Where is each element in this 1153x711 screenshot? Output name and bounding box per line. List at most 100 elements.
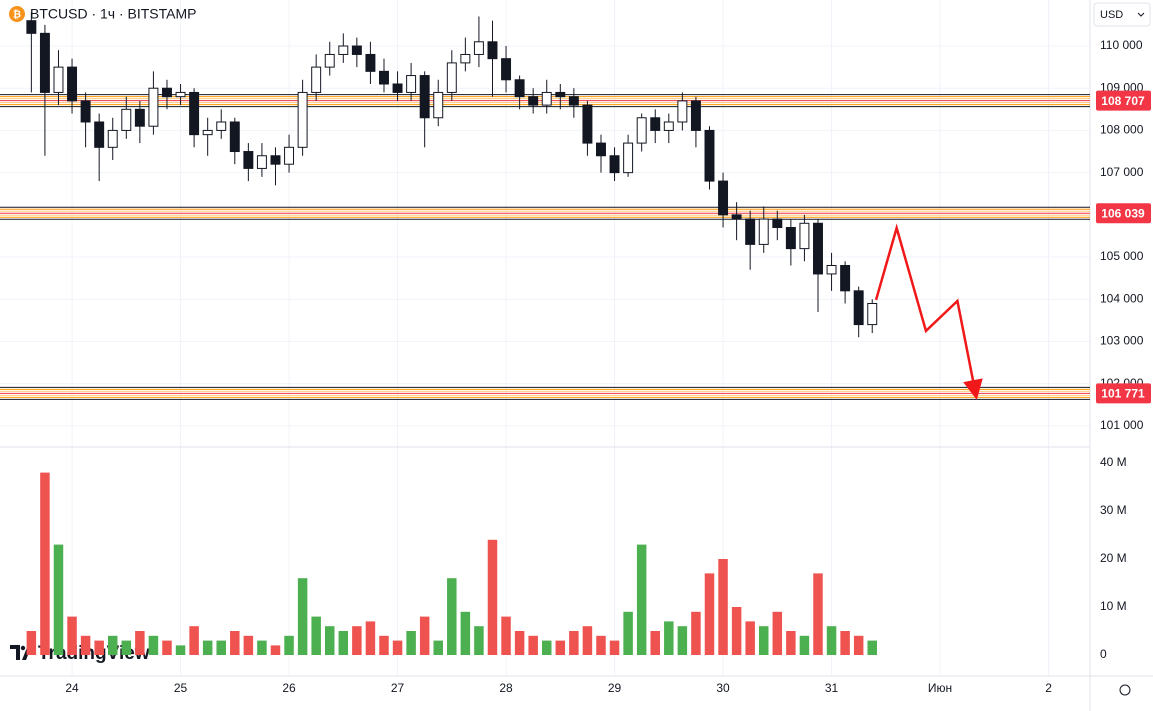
candle-body: [148, 87, 159, 127]
x-tick-label: 28: [499, 681, 513, 695]
volume-bar: [162, 640, 172, 655]
x-tick-label: 31: [825, 681, 839, 695]
volume-bar: [718, 559, 728, 655]
candle-body: [826, 264, 837, 275]
y-tick-label: 101 000: [1100, 418, 1144, 432]
volume-bar: [67, 616, 77, 655]
candle-body: [297, 91, 308, 148]
volume-bar: [284, 635, 294, 655]
level-label-box: [1096, 203, 1151, 224]
volume-bar: [419, 616, 430, 655]
candle-body: [189, 91, 200, 136]
volume-bar: [487, 539, 498, 655]
x-tick-label: 27: [391, 681, 405, 695]
candle-body: [53, 66, 64, 93]
volume-bar: [813, 573, 823, 655]
candle-body: [202, 129, 213, 136]
volume-bar: [202, 640, 213, 655]
candle-body: [799, 222, 810, 250]
level-band: [0, 206, 1090, 220]
volume-bar: [514, 631, 525, 655]
x-tick-label: 25: [174, 681, 188, 695]
dropdown-caret: [1137, 12, 1145, 17]
candle-body: [690, 100, 701, 131]
x-tick-label: Июн: [928, 681, 952, 695]
candle-body: [134, 108, 145, 127]
volume-bar: [40, 472, 50, 655]
candle-body: [528, 96, 539, 106]
level-label-box: [1096, 90, 1151, 111]
candle-body: [745, 218, 756, 245]
volume-bar: [853, 635, 864, 655]
candle-body: [175, 91, 186, 98]
volume-bar: [474, 626, 484, 655]
volume-bar: [541, 640, 552, 655]
candle-body: [460, 53, 471, 64]
level-label: 108 707: [1101, 94, 1145, 108]
candle-body: [229, 121, 240, 153]
volume-tick-label: 20 M: [1100, 551, 1127, 565]
candle-body: [582, 104, 593, 144]
volume-bar: [338, 631, 349, 655]
volume-bar: [623, 611, 633, 655]
x-tick-label: 2: [1045, 681, 1052, 695]
volume-tick-label: 0: [1100, 647, 1107, 661]
volume-bar: [379, 635, 389, 655]
candle-body: [67, 66, 78, 102]
volume-bar: [840, 631, 850, 655]
volume-bar: [270, 645, 281, 655]
volume-bar: [786, 631, 796, 655]
settings-icon[interactable]: [1119, 684, 1131, 696]
volume-bar: [26, 631, 37, 655]
y-tick-label: 107 000: [1100, 165, 1144, 179]
candle-body: [406, 75, 417, 93]
volume-bar: [772, 611, 783, 655]
volume-bar: [121, 640, 132, 655]
volume-bar: [257, 640, 267, 655]
volume-tick-label: 30 M: [1100, 503, 1127, 517]
logo: [10, 645, 32, 660]
candle-body: [596, 142, 606, 157]
volume-bar: [80, 635, 91, 655]
candle-body: [514, 79, 525, 98]
candle-body: [338, 45, 349, 55]
candle-body: [772, 218, 783, 229]
candle-body: [623, 142, 634, 174]
currency-label: USD: [1100, 9, 1123, 21]
candle-body: [351, 45, 362, 55]
volume-bar: [636, 544, 647, 655]
volume-bar: [243, 635, 254, 655]
candle-body: [840, 264, 851, 292]
candle-body: [433, 91, 444, 119]
y-tick-label: 105 000: [1100, 249, 1144, 263]
level-label: 101 771: [1101, 387, 1145, 401]
volume-bar: [609, 640, 620, 655]
candle-body: [663, 121, 674, 131]
candle-body: [311, 66, 322, 93]
candle-body: [609, 155, 620, 174]
level-label: 106 039: [1101, 206, 1145, 220]
x-tick-label: 29: [608, 681, 622, 695]
candle-body: [867, 302, 878, 326]
currency-select[interactable]: [1093, 2, 1151, 27]
candle-body: [162, 87, 172, 98]
volume-bar: [352, 626, 362, 655]
volume-bar: [216, 640, 226, 655]
volume-bar: [365, 621, 376, 655]
candle-body: [487, 41, 498, 60]
candle-body: [541, 91, 552, 106]
y-tick-label: 103 000: [1100, 334, 1144, 348]
candle-body: [446, 62, 457, 93]
volume-bar: [867, 640, 877, 655]
candle-body: [758, 218, 769, 245]
volume-bar: [311, 616, 321, 655]
level-band: [0, 386, 1090, 400]
y-tick-label: 108 000: [1100, 123, 1144, 137]
candle-body: [501, 58, 512, 81]
btc-symbol: ₿: [13, 9, 21, 21]
candle-body: [568, 96, 579, 106]
candle-body: [473, 41, 484, 55]
volume-bar: [230, 631, 240, 655]
x-tick-label: 24: [65, 681, 79, 695]
volume-bar: [460, 611, 471, 655]
